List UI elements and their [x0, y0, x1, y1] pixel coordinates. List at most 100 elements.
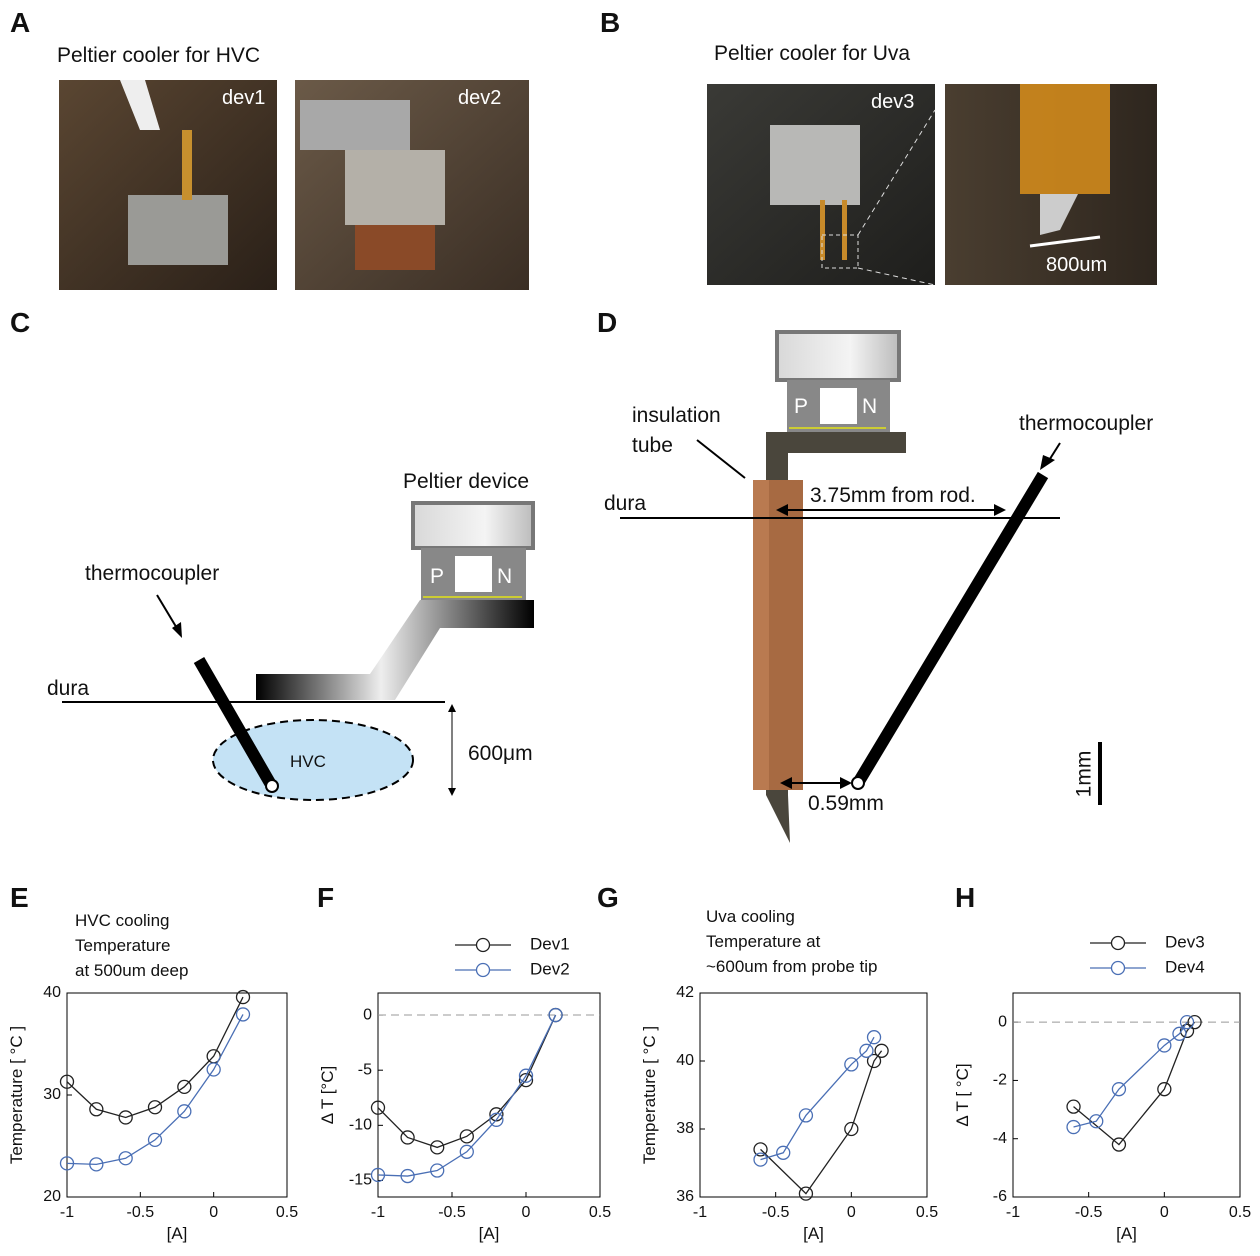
y-tick-label: 38 [676, 1120, 694, 1137]
y-tick-label: 20 [43, 1188, 61, 1205]
scale-label: 800um [1046, 254, 1107, 276]
annotation: Temperature at [706, 932, 821, 951]
device-label: Peltier device [403, 470, 529, 493]
dura-label: dura [604, 492, 646, 515]
x-tick-label: -0.5 [1075, 1204, 1103, 1221]
photo [295, 80, 529, 290]
pointer [697, 440, 745, 478]
y-tick-label: 40 [676, 1052, 694, 1069]
depth-label: 600μm [468, 742, 533, 765]
legend-marker [477, 964, 490, 977]
p-label: P [794, 395, 808, 418]
panel-label: G [597, 882, 619, 913]
photo-label: dev2 [458, 87, 501, 109]
x-tick-label: 0 [522, 1204, 531, 1221]
x-tick-label: 0.5 [276, 1204, 298, 1221]
series-line [67, 1014, 243, 1164]
y-axis-label: Δ T [ °C] [953, 1063, 972, 1126]
x-tick-label: -1 [371, 1204, 385, 1221]
y-tick-label: -5 [358, 1061, 372, 1078]
x-tick-label: -1 [693, 1204, 707, 1221]
arrowhead [1040, 455, 1055, 470]
plot-frame [1013, 993, 1240, 1197]
y-tick-label: -10 [349, 1117, 372, 1134]
p-label: P [430, 565, 444, 588]
peltier-device [256, 503, 534, 700]
thermocoupler-label: thermocoupler [85, 562, 219, 585]
legend-marker [1112, 962, 1125, 975]
y-tick-label: -15 [349, 1172, 372, 1189]
series-line [378, 1015, 556, 1176]
annotation: ~600um from probe tip [706, 957, 878, 976]
panel-label: B [600, 7, 620, 38]
y-tick-label: 30 [43, 1086, 61, 1103]
insulation-label: tube [632, 434, 673, 457]
y-axis-label: Temperature [ °C ] [7, 1026, 26, 1164]
x-tick-label: -0.5 [438, 1204, 466, 1221]
figure: A B C D E F G H Peltier cooler for HVC d… [0, 0, 1260, 1251]
x-axis-label: [A] [803, 1224, 824, 1243]
series-line [67, 997, 243, 1117]
distance-label: 3.75mm from rod. [810, 484, 976, 507]
panel-title: Peltier cooler for Uva [714, 42, 910, 65]
y-tick-label: -6 [993, 1188, 1007, 1205]
panel-label: H [955, 882, 975, 913]
y-tick-label: -2 [993, 1072, 1007, 1089]
n-label: N [862, 395, 877, 418]
legend-marker [1112, 937, 1125, 950]
y-axis-label: Δ T [°C] [318, 1066, 337, 1124]
thermocoupler [858, 475, 1043, 783]
y-tick-label: 0 [363, 1006, 372, 1023]
x-tick-label: 0.5 [916, 1204, 938, 1221]
panel-label: D [597, 307, 617, 338]
x-tick-label: -0.5 [762, 1204, 790, 1221]
n-label: N [497, 565, 512, 588]
photo-label: dev3 [871, 91, 914, 113]
x-tick-label: -0.5 [127, 1204, 155, 1221]
x-tick-label: 0.5 [1229, 1204, 1251, 1221]
peltier-device [753, 332, 906, 843]
photo-label: dev1 [222, 87, 265, 109]
y-tick-label: 42 [676, 984, 694, 1001]
distance-label: 0.59mm [808, 792, 884, 815]
plot-frame [700, 993, 927, 1197]
annotation: Uva cooling [706, 907, 795, 926]
panel-title: Peltier cooler for HVC [57, 44, 260, 67]
y-tick-label: 40 [43, 984, 61, 1001]
panel-label: F [317, 882, 334, 913]
annotation: HVC cooling [75, 911, 170, 930]
panel-label: E [10, 882, 29, 913]
y-tick-label: 36 [676, 1188, 694, 1205]
series-line [761, 1037, 875, 1159]
x-tick-label: 0 [1160, 1204, 1169, 1221]
legend-label: Dev4 [1165, 957, 1205, 976]
legend-label: Dev3 [1165, 932, 1205, 951]
region-label: HVC [290, 752, 326, 771]
annotation: at 500um deep [75, 961, 188, 980]
annotation: Temperature [75, 936, 170, 955]
y-tick-label: -4 [993, 1130, 1007, 1147]
photo [59, 80, 277, 290]
x-tick-label: -1 [1006, 1204, 1020, 1221]
legend-marker [477, 939, 490, 952]
photo [707, 84, 935, 285]
x-tick-label: 0 [847, 1204, 856, 1221]
arrow [157, 595, 178, 630]
x-axis-label: [A] [1116, 1224, 1137, 1243]
legend-label: Dev2 [530, 959, 570, 978]
thermocoupler-label: thermocoupler [1019, 412, 1153, 435]
y-axis-label: Temperature [ °C ] [640, 1026, 659, 1164]
series-line [761, 1051, 882, 1194]
panel-label: A [10, 7, 30, 38]
x-tick-label: -1 [60, 1204, 74, 1221]
dura-label: dura [47, 677, 89, 700]
probe-tip [266, 780, 278, 792]
x-axis-label: [A] [167, 1224, 188, 1243]
probe-tip [852, 777, 864, 789]
insulation-label: insulation [632, 404, 721, 427]
panel-label: C [10, 307, 30, 338]
scale-label: 1mm [1073, 751, 1096, 798]
x-tick-label: 0 [209, 1204, 218, 1221]
legend-label: Dev1 [530, 934, 570, 953]
x-tick-label: 0.5 [589, 1204, 611, 1221]
